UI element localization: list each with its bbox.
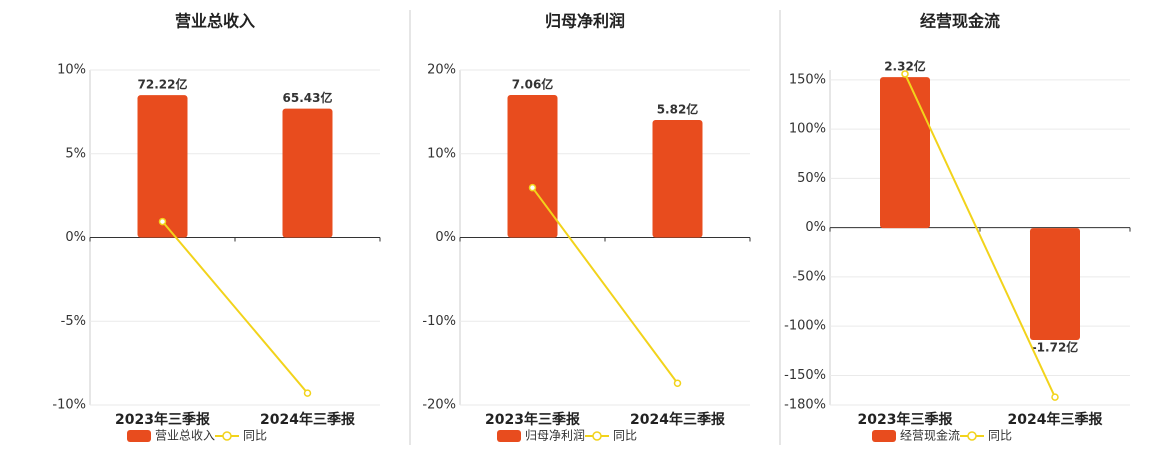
x-tick-label: 2024年三季报 bbox=[630, 411, 725, 428]
y-tick-label: 100% bbox=[789, 122, 826, 137]
value-label: 65.43亿 bbox=[283, 90, 333, 105]
bar bbox=[282, 108, 333, 238]
chart-title: 营业总收入 bbox=[175, 12, 255, 31]
legend-point bbox=[967, 431, 977, 441]
y-tick-label: -5% bbox=[61, 314, 86, 329]
legend-label: 同比 bbox=[613, 429, 637, 443]
line-point bbox=[158, 217, 167, 226]
y-tick-label: 0% bbox=[435, 230, 456, 245]
value-label: 5.82亿 bbox=[657, 102, 699, 117]
y-tick-label: -150% bbox=[784, 368, 826, 383]
legend-label: 经营现金流 bbox=[900, 428, 960, 443]
bar bbox=[507, 95, 558, 238]
chart-title: 归母净利润 bbox=[545, 12, 625, 31]
value-label: 72.22亿 bbox=[138, 77, 188, 92]
x-tick-label: 2024年三季报 bbox=[1008, 411, 1103, 428]
legend-label: 同比 bbox=[988, 429, 1012, 443]
legend-swatch bbox=[127, 430, 151, 442]
bar bbox=[652, 120, 703, 238]
bar bbox=[137, 95, 188, 238]
chart-title: 经营现金流 bbox=[920, 12, 1000, 31]
legend-point bbox=[592, 431, 602, 441]
y-tick-label: -50% bbox=[792, 269, 826, 284]
bar bbox=[1030, 228, 1080, 340]
y-tick-label: 10% bbox=[57, 63, 86, 78]
y-tick-label: -180% bbox=[784, 398, 826, 413]
y-tick-label: -20% bbox=[422, 398, 456, 413]
legend-label: 归母净利润 bbox=[525, 429, 585, 443]
value-label: 7.06亿 bbox=[512, 77, 554, 92]
line-point bbox=[1051, 393, 1059, 401]
x-tick-label: 2023年三季报 bbox=[115, 411, 210, 428]
y-tick-label: 0% bbox=[65, 230, 86, 245]
value-label: -1.72亿 bbox=[1032, 339, 1079, 354]
y-tick-label: 150% bbox=[789, 72, 826, 87]
line-point bbox=[901, 70, 909, 78]
y-tick-label: -10% bbox=[52, 398, 86, 413]
legend-label: 同比 bbox=[243, 429, 267, 443]
bar bbox=[880, 77, 930, 229]
y-tick-label: 50% bbox=[797, 171, 826, 186]
x-tick-label: 2023年三季报 bbox=[485, 411, 580, 428]
y-tick-label: 20% bbox=[427, 63, 456, 78]
legend-swatch bbox=[872, 430, 896, 442]
y-tick-label: 0% bbox=[805, 220, 826, 235]
y-tick-label: -100% bbox=[784, 319, 826, 334]
y-tick-label: 10% bbox=[427, 146, 456, 161]
legend-point bbox=[222, 431, 232, 441]
legend-label: 营业总收入 bbox=[155, 429, 215, 443]
line-point bbox=[528, 183, 537, 192]
legend-swatch bbox=[497, 430, 521, 442]
line bbox=[161, 220, 309, 394]
x-tick-label: 2024年三季报 bbox=[260, 411, 355, 428]
value-label: 2.32亿 bbox=[884, 59, 926, 74]
line-point bbox=[673, 379, 682, 387]
y-tick-label: 5% bbox=[65, 146, 86, 161]
x-tick-label: 2023年三季报 bbox=[858, 411, 953, 428]
line bbox=[531, 187, 679, 384]
y-tick-label: -10% bbox=[422, 314, 456, 329]
line bbox=[904, 73, 1056, 398]
line-point bbox=[303, 389, 312, 397]
